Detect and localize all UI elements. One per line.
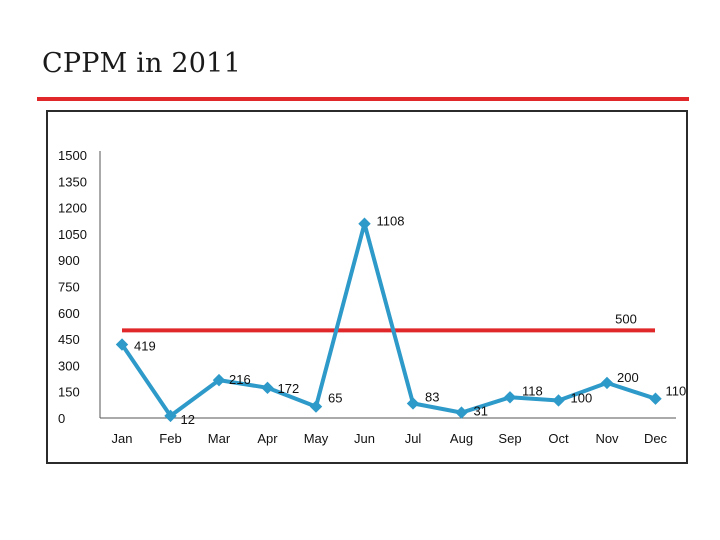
y-tick-label: 300 (58, 358, 80, 373)
data-labels-group: 419 12 216 172 65 1108 83 31 118 100 200 110 (134, 214, 686, 427)
data-label: 31 (474, 404, 488, 419)
chart-frame (46, 110, 688, 464)
x-tick-label: Aug (450, 431, 473, 446)
x-tick-label: Feb (159, 431, 181, 446)
y-tick-label: 150 (58, 385, 80, 400)
data-label: 118 (522, 383, 543, 398)
data-point-marker (600, 376, 614, 390)
data-point-marker (164, 409, 177, 423)
data-point-marker (261, 381, 274, 395)
y-tick-label: 900 (58, 253, 80, 268)
x-tick-label: Sep (498, 431, 521, 446)
data-point-marker (115, 338, 129, 351)
data-label: 12 (181, 412, 195, 427)
data-point-marker (406, 397, 420, 410)
data-label: 419 (134, 339, 156, 354)
y-tick-label: 750 (58, 280, 80, 295)
target-line-group: 500 (122, 311, 655, 333)
chart-axes: 0 150 300 450 600 750 900 1050 1200 1350 1500 Jan Fe… (58, 148, 676, 446)
y-tick-label: 1200 (58, 201, 87, 216)
x-tick-label: Jan (112, 431, 133, 446)
title-rule (37, 97, 689, 101)
data-point-marker (455, 406, 468, 419)
data-point-marker (358, 217, 371, 230)
data-point-marker (212, 373, 226, 387)
x-tick-label: Oct (548, 431, 569, 446)
data-label: 65 (328, 391, 342, 406)
y-tick-label: 0 (58, 411, 65, 426)
x-tick-label: Jul (405, 431, 422, 446)
data-point-marker (503, 391, 517, 404)
data-point-marker (309, 400, 323, 413)
data-label: 1108 (377, 214, 405, 229)
target-line-label: 500 (615, 311, 637, 326)
data-label: 110 (666, 384, 687, 399)
data-point-marker (649, 392, 662, 405)
x-tick-label: Nov (595, 431, 619, 446)
series-line (120, 221, 657, 418)
data-label: 83 (425, 389, 439, 404)
data-label: 200 (617, 370, 639, 385)
x-tick-label: Mar (208, 431, 231, 446)
x-tick-label: Jun (354, 431, 375, 446)
x-tick-label: Dec (644, 431, 668, 446)
data-label: 172 (278, 381, 300, 396)
x-tick-label: Apr (257, 431, 278, 446)
y-tick-label: 1050 (58, 227, 87, 242)
slide-title: CPPM in 2011 (42, 48, 241, 79)
data-point-marker (552, 394, 565, 407)
y-tick-label: 1500 (58, 148, 87, 163)
series-group (115, 217, 662, 423)
y-tick-label: 450 (58, 332, 80, 347)
x-tick-label: May (304, 431, 329, 446)
data-label: 100 (571, 390, 593, 405)
y-tick-label: 1350 (58, 174, 87, 189)
data-label: 216 (229, 372, 251, 387)
y-tick-label: 600 (58, 306, 80, 321)
